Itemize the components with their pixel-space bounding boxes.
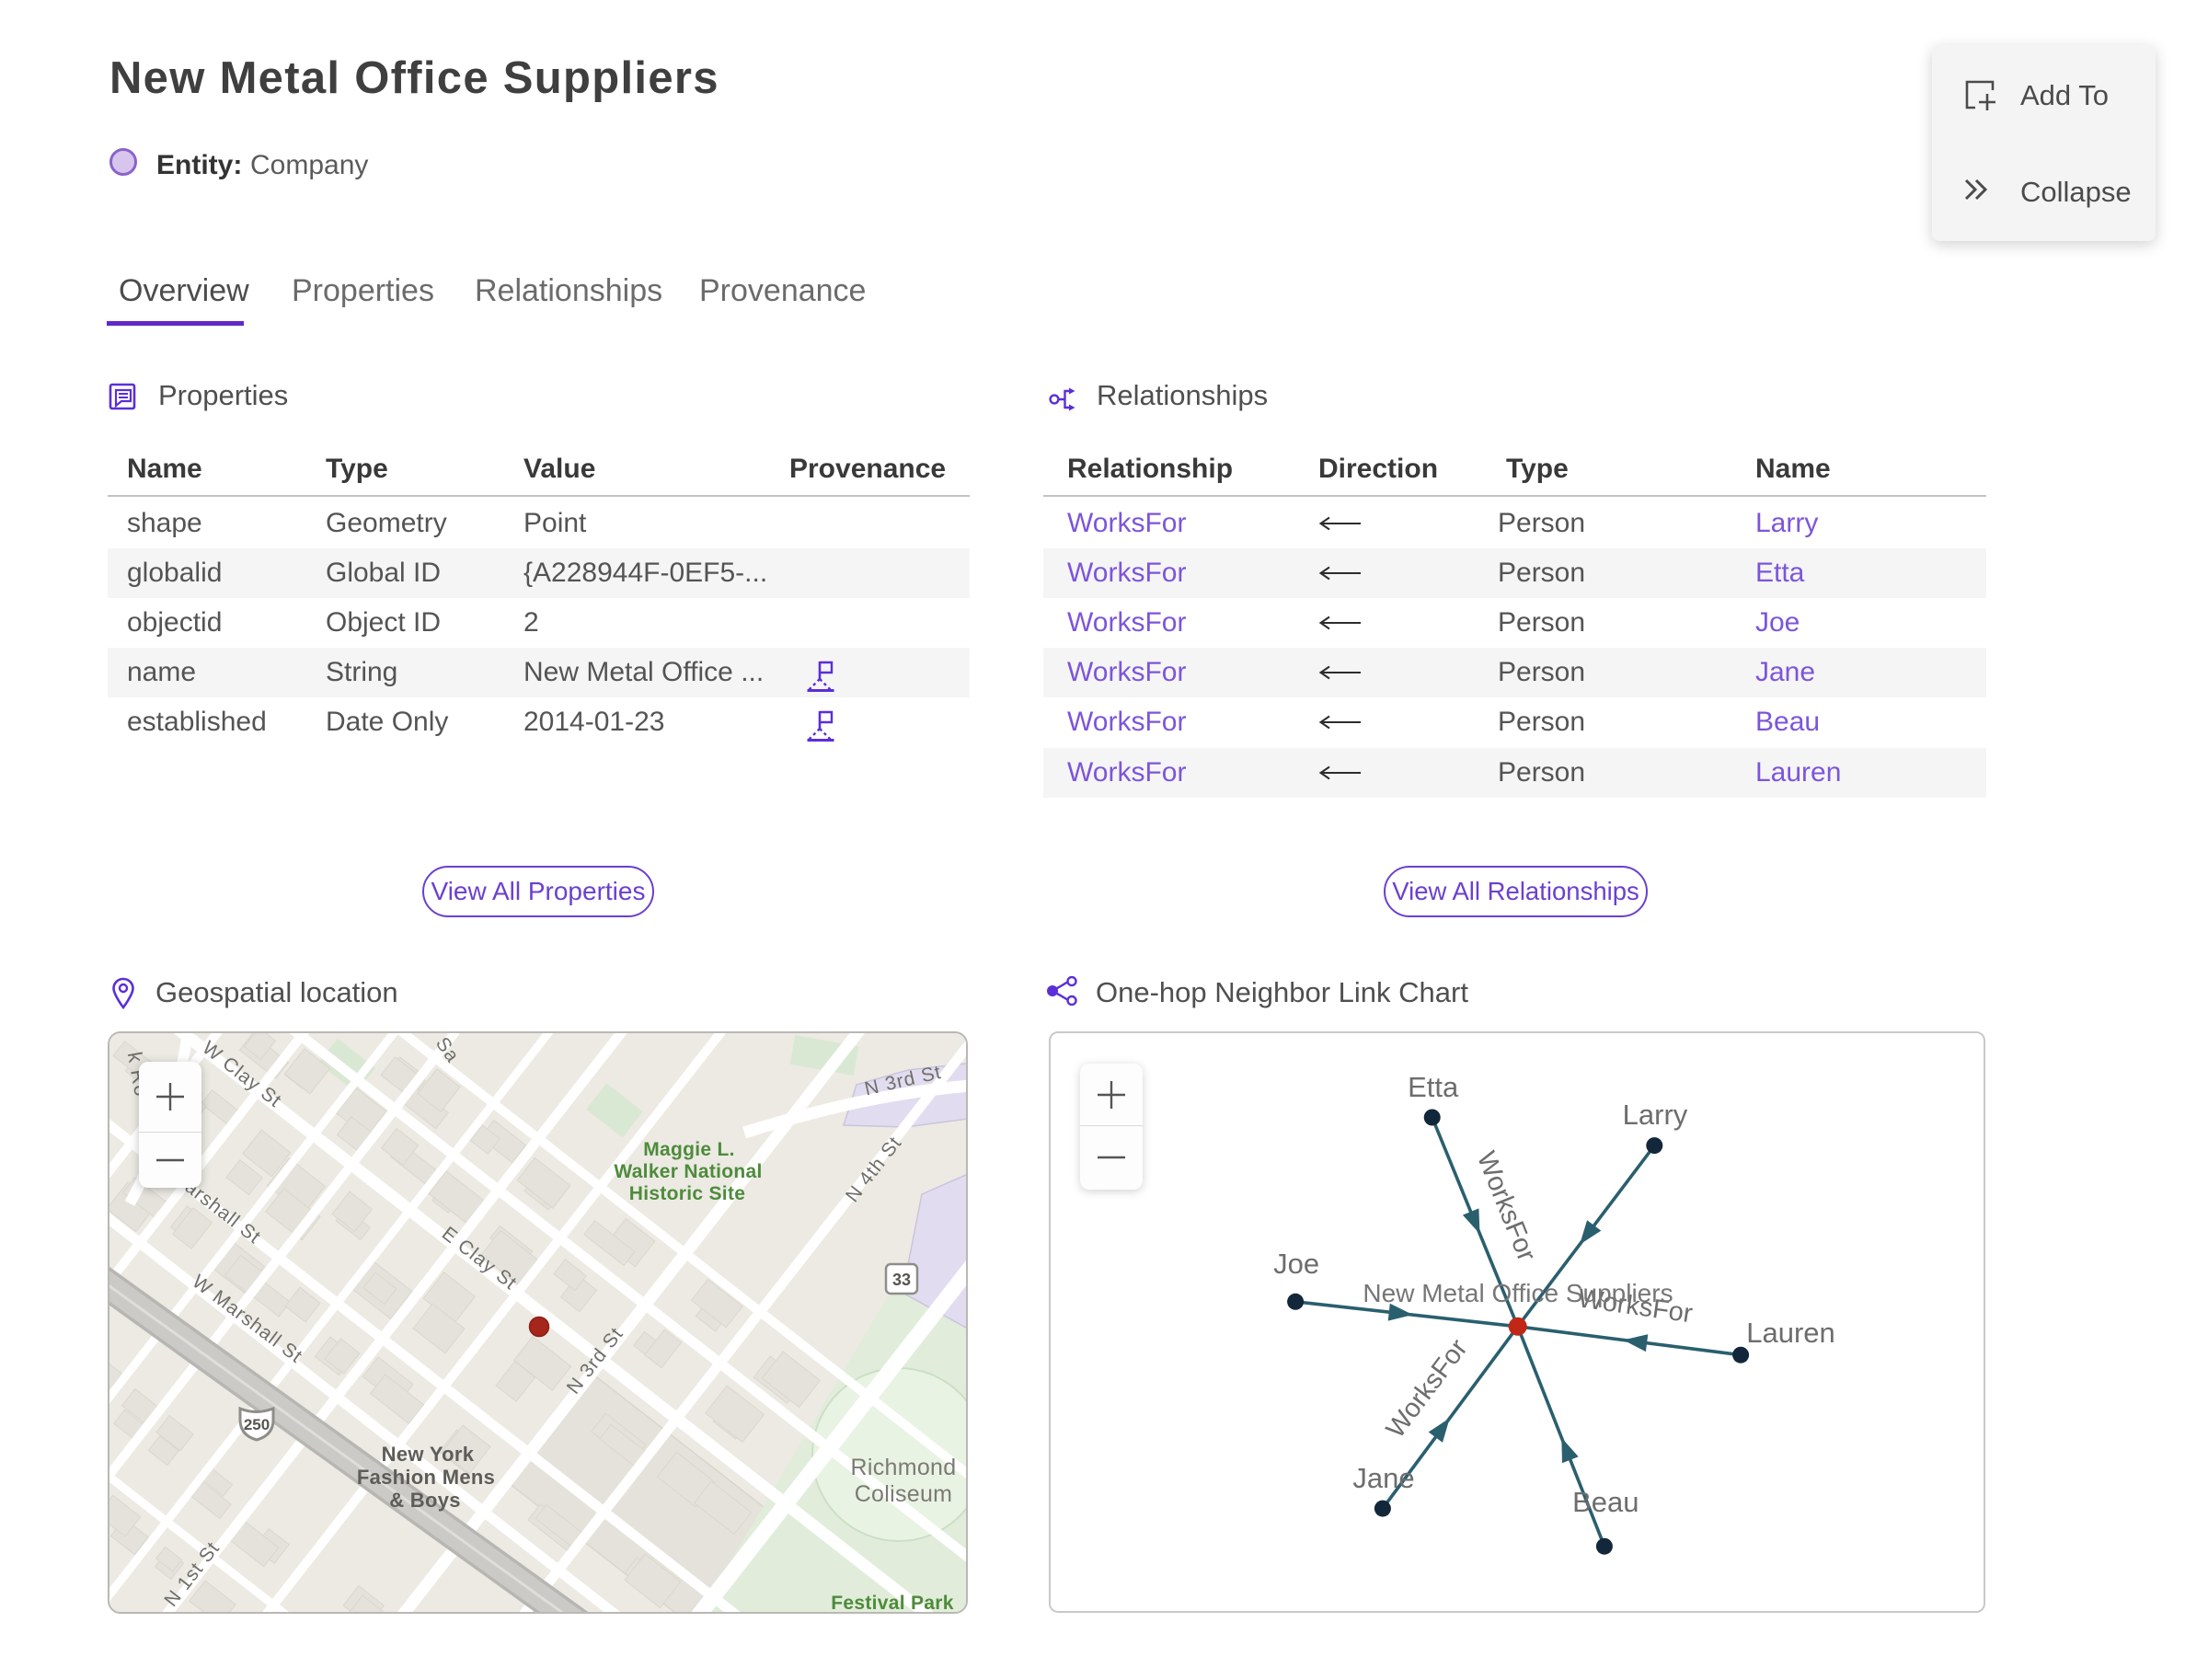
svg-text:Joe: Joe (1273, 1248, 1319, 1280)
svg-text:Historic Site: Historic Site (629, 1183, 745, 1204)
svg-text:WorksFor: WorksFor (1381, 1334, 1474, 1444)
svg-text:Festival Park: Festival Park (831, 1593, 953, 1614)
svg-text:New York: New York (382, 1443, 475, 1466)
svg-text:Lauren: Lauren (1746, 1317, 1835, 1349)
svg-text:Walker National: Walker National (614, 1161, 762, 1182)
svg-text:250: 250 (244, 1416, 270, 1433)
svg-text:Etta: Etta (1408, 1071, 1459, 1103)
svg-text:Coliseum: Coliseum (855, 1481, 953, 1507)
svg-text:Jane: Jane (1352, 1462, 1414, 1494)
svg-text:Beau: Beau (1572, 1486, 1639, 1518)
svg-text:33: 33 (892, 1271, 911, 1289)
svg-text:Richmond: Richmond (851, 1455, 957, 1480)
svg-text:WorksFor: WorksFor (1471, 1147, 1542, 1265)
svg-text:Fashion Mens: Fashion Mens (357, 1466, 495, 1489)
svg-text:& Boys: & Boys (389, 1489, 461, 1512)
svg-text:Larry: Larry (1623, 1099, 1688, 1131)
svg-text:Maggie L.: Maggie L. (643, 1139, 735, 1160)
svg-text:New Metal Office Suppliers: New Metal Office Suppliers (1363, 1279, 1673, 1307)
